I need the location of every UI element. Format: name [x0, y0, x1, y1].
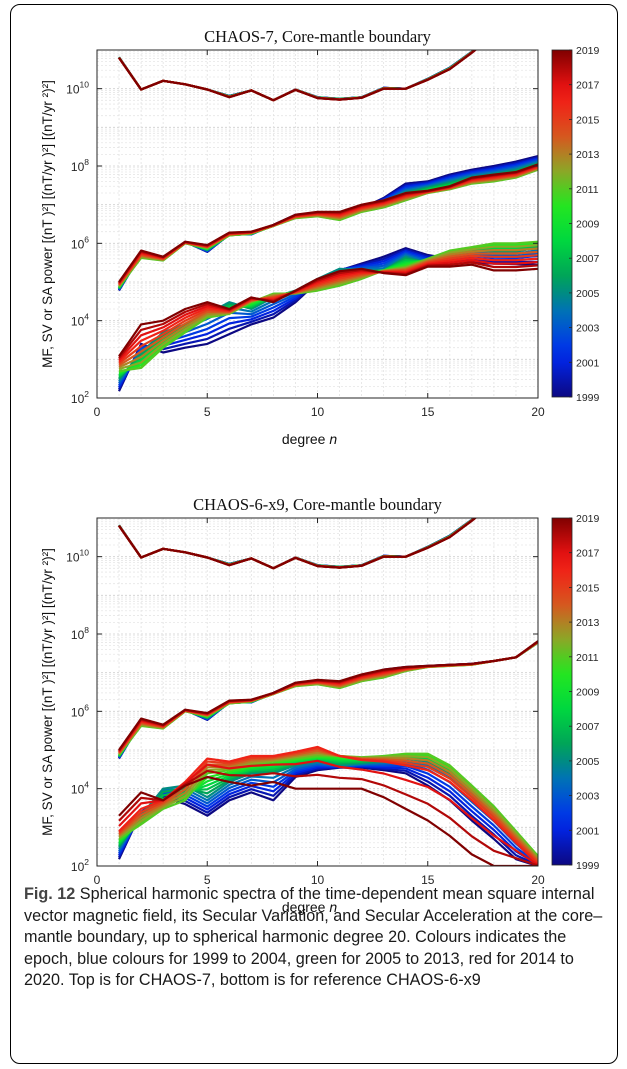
x-tick-label: 20 [531, 405, 545, 419]
series-line-sa-2017 [118, 259, 538, 361]
y-tick-label: 1010 [66, 80, 89, 97]
y-tick-label: 108 [71, 157, 89, 174]
colorbar-tick-label: 2001 [576, 825, 600, 837]
y-axis-label: MF, SV or SA power [(nT )²] [(nT/yr )²] … [40, 548, 55, 836]
x-axis-label: degree n [282, 431, 337, 447]
y-tick-label: 106 [71, 702, 89, 719]
x-tick-label: 20 [531, 873, 545, 887]
colorbar-tick-label: 2003 [576, 323, 600, 335]
gridlines [97, 50, 538, 399]
colorbar-tick-label: 2001 [576, 357, 600, 369]
y-tick-label: 1010 [66, 548, 89, 565]
x-tick-label: 0 [94, 873, 101, 887]
colorbar-tick-label: 2003 [576, 791, 600, 803]
x-tick-label: 5 [204, 405, 211, 419]
figure-caption: Fig. 12 Spherical harmonic spectra of th… [24, 884, 609, 992]
series-line-sv-2019 [118, 640, 538, 751]
chart-title: CHAOS-6-x9, Core-mantle boundary [193, 495, 443, 514]
x-axis-label: degree n [282, 899, 337, 915]
chart-svg-chaos7: 0 5 10 15 20 102 104 106 108 1010 CHAOS-7, Core-ma… [40, 27, 600, 447]
x-tick-label: 15 [421, 873, 435, 887]
y-axis-label: MF, SV or SA power [(nT )²] [(nT/yr )²] … [40, 80, 55, 368]
y-tick-label: 108 [71, 625, 89, 642]
chart-panel-chaos7: 0 5 10 15 20 102 104 106 108 1010 CHAOS-7, Core-ma… [0, 0, 627, 480]
y-tick-label: 106 [71, 234, 89, 251]
x-tick-label: 10 [311, 405, 325, 419]
series-line-sa-2019 [118, 263, 538, 357]
colorbar-tick-label: 2011 [576, 652, 599, 664]
colorbar-tick-label: 2009 [576, 687, 600, 699]
y-tick-label: 102 [71, 857, 89, 874]
series-line-mf-2019 [118, 518, 478, 570]
series-lines [118, 50, 538, 392]
series-line-sa-2016 [118, 257, 538, 363]
colorbar-tick-label: 2013 [576, 617, 600, 629]
caption-lead: Fig. 12 [24, 885, 76, 903]
colorbar-tick-label: 2011 [576, 184, 599, 196]
colorbar-tick-label: 1999 [576, 860, 600, 872]
colorbar-tick-label: 2019 [576, 45, 600, 57]
series-line-sa-2013 [118, 247, 538, 369]
chart-title: CHAOS-7, Core-mantle boundary [204, 27, 432, 46]
series-line-sa-2015 [118, 254, 538, 365]
series-line-sa-2018 [118, 769, 538, 866]
x-tick-label: 0 [94, 405, 101, 419]
series-line-sa-2012 [118, 244, 538, 371]
x-tick-label: 5 [204, 873, 211, 887]
series-line-sa-2017 [118, 759, 538, 866]
colorbar-tick-label: 2017 [576, 548, 600, 560]
colorbar-tick-label: 2007 [576, 253, 600, 265]
colorbar-tick-label: 2005 [576, 288, 600, 300]
series-line-sa-2018 [118, 261, 538, 359]
x-tick-label: 15 [421, 405, 435, 419]
y-tick-label: 104 [71, 312, 89, 329]
y-tick-label: 102 [71, 389, 89, 406]
chart-svg-chaos6x9: 0 5 10 15 20 102 104 106 108 1010 CHAOS-6-x9, Core… [40, 495, 600, 915]
series-line-sa-2016 [118, 745, 538, 866]
caption-text: Spherical harmonic spectra of the time-d… [24, 885, 603, 990]
colorbar-tick-label: 2013 [576, 149, 600, 161]
x-tick-label: 10 [311, 873, 325, 887]
series-line-sa-2019 [118, 775, 538, 866]
series-lines [118, 518, 538, 866]
colorbar-tick-label: 2015 [576, 114, 600, 126]
colorbar-tick-label: 2005 [576, 756, 600, 768]
colorbar-tick-label: 1999 [576, 392, 600, 404]
colorbar-tick-label: 2019 [576, 513, 600, 525]
colorbar-tick-label: 2017 [576, 80, 600, 92]
series-line-sv-2019 [118, 163, 538, 283]
colorbar-tick-label: 2007 [576, 721, 600, 733]
series-line-mf-2019 [118, 50, 478, 102]
series-line-sa-2014 [118, 250, 538, 367]
colorbar-tick-label: 2015 [576, 582, 600, 594]
y-tick-label: 104 [71, 780, 89, 797]
series-line-sa-2011 [118, 240, 538, 373]
chart-panel-chaos6x9: 0 5 10 15 20 102 104 106 108 1010 CHAOS-6-x9, Core… [0, 468, 627, 948]
colorbar-tick-label: 2009 [576, 219, 600, 231]
